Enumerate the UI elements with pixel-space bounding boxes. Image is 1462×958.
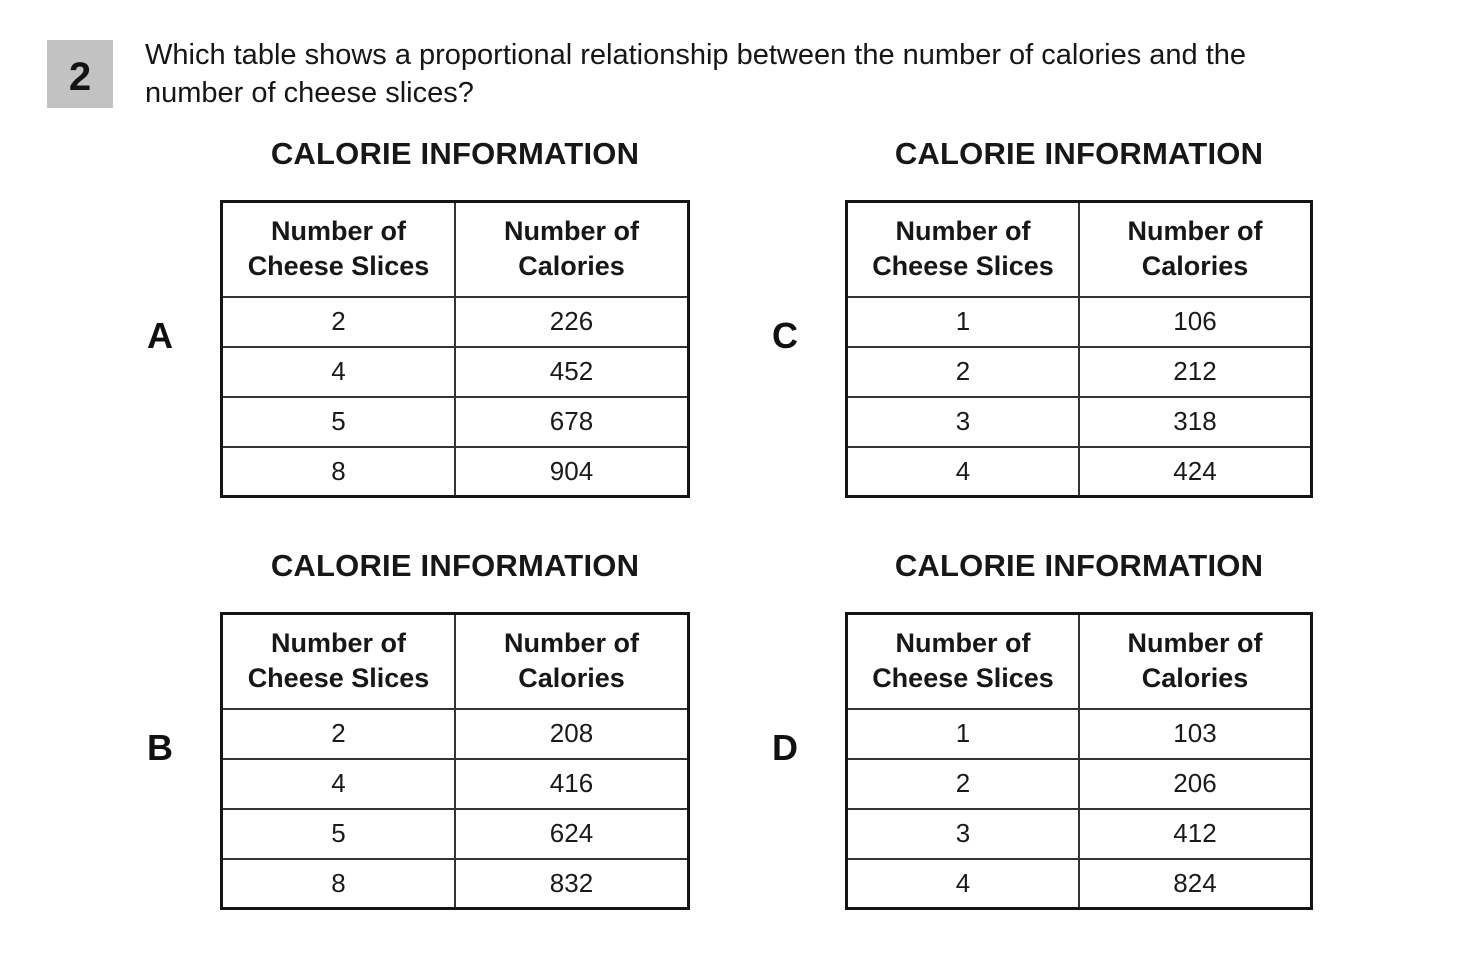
table-row: 5 678 [220,395,690,448]
header-line: Number of [895,628,1031,659]
cell-slices: 3 [845,807,1080,860]
header-line: Cheese Slices [247,663,430,694]
cell-slices: 4 [220,345,456,398]
header-line: Number of [504,216,639,247]
header-row: Number of Cheese Slices Number of Calori… [845,200,1313,298]
cell-slices: 4 [845,445,1080,498]
calorie-table-a: Number of Cheese Slices Number of Calori… [220,200,690,498]
cell-calories: 452 [454,345,690,398]
header-line: Number of [1127,216,1263,247]
cell-slices: 8 [220,445,456,498]
cell-slices: 5 [220,807,456,860]
header-row: Number of Cheese Slices Number of Calori… [220,200,690,298]
table-title: CALORIE INFORMATION [894,548,1264,583]
column-header-cheese-slices: Number of Cheese Slices [220,612,456,710]
answer-option-c: CALORIE INFORMATION C Number of Cheese S… [772,136,1313,498]
column-header-cheese-slices: Number of Cheese Slices [220,200,456,298]
table-row: 4 824 [845,857,1313,910]
calorie-table-c: Number of Cheese Slices Number of Calori… [845,200,1313,498]
option-letter-b: B [147,727,173,768]
cell-calories: 106 [1078,295,1313,348]
table-row: 3 412 [845,807,1313,860]
table-row: 3 318 [845,395,1313,448]
column-header-cheese-slices: Number of Cheese Slices [845,200,1080,298]
cell-calories: 678 [454,395,690,448]
cell-calories: 212 [1078,345,1313,398]
option-letter-c: C [772,315,798,356]
answer-option-d: CALORIE INFORMATION D Number of Cheese S… [772,548,1313,910]
question-text: Which table shows a proportional relatio… [145,36,1246,112]
cell-calories: 624 [454,807,690,860]
header-line: Number of [1127,628,1263,659]
cell-slices: 2 [220,295,456,348]
cell-slices: 3 [845,395,1080,448]
question-number-badge: 2 [47,40,113,108]
option-letter-a: A [147,315,173,356]
question-text-line-2: number of cheese slices? [145,77,474,109]
table-row: 5 624 [220,807,690,860]
column-header-calories: Number of Calories [1078,200,1313,298]
header-row: Number of Cheese Slices Number of Calori… [845,612,1313,710]
header-line: Calories [518,251,625,282]
cell-calories: 208 [454,707,690,760]
cell-calories: 206 [1078,757,1313,810]
column-header-cheese-slices: Number of Cheese Slices [845,612,1080,710]
header-line: Cheese Slices [247,251,430,282]
table-title: CALORIE INFORMATION [270,136,640,171]
table-row: 2 206 [845,757,1313,810]
answer-option-b: CALORIE INFORMATION B Number of Cheese S… [147,548,690,910]
cell-calories: 416 [454,757,690,810]
header-line: Number of [504,628,639,659]
header-row: Number of Cheese Slices Number of Calori… [220,612,690,710]
column-header-calories: Number of Calories [454,612,690,710]
cell-calories: 424 [1078,445,1313,498]
table-row: 1 106 [845,295,1313,348]
cell-calories: 824 [1078,857,1313,910]
cell-slices: 4 [220,757,456,810]
header-line: Calories [1141,251,1249,282]
cell-slices: 2 [220,707,456,760]
table-row: 2 212 [845,345,1313,398]
option-letter-d: D [772,727,798,768]
table-row: 2 226 [220,295,690,348]
cell-slices: 1 [845,707,1080,760]
cell-slices: 1 [845,295,1080,348]
header-line: Number of [271,628,406,659]
header-line: Calories [1141,663,1249,694]
header-line: Cheese Slices [872,663,1054,694]
header-line: Calories [518,663,625,694]
cell-calories: 226 [454,295,690,348]
cell-slices: 5 [220,395,456,448]
table-row: 4 452 [220,345,690,398]
column-header-calories: Number of Calories [454,200,690,298]
question-text-line-1: Which table shows a proportional relatio… [145,39,1247,71]
cell-slices: 2 [845,345,1080,398]
cell-slices: 2 [845,757,1080,810]
cell-slices: 8 [220,857,456,910]
table-row: 2 208 [220,707,690,760]
table-row: 4 416 [220,757,690,810]
answer-option-a: CALORIE INFORMATION A Number of Cheese S… [147,136,690,498]
cell-calories: 103 [1078,707,1313,760]
table-title: CALORIE INFORMATION [270,548,640,583]
table-title: CALORIE INFORMATION [894,136,1264,171]
column-header-calories: Number of Calories [1078,612,1313,710]
cell-slices: 4 [845,857,1080,910]
cell-calories: 904 [454,445,690,498]
calorie-table-d: Number of Cheese Slices Number of Calori… [845,612,1313,910]
table-row: 4 424 [845,445,1313,498]
cell-calories: 832 [454,857,690,910]
calorie-table-b: Number of Cheese Slices Number of Calori… [220,612,690,910]
cell-calories: 318 [1078,395,1313,448]
header-line: Number of [895,216,1031,247]
header-line: Number of [271,216,406,247]
cell-calories: 412 [1078,807,1313,860]
table-row: 8 832 [220,857,690,910]
table-row: 8 904 [220,445,690,498]
table-row: 1 103 [845,707,1313,760]
header-line: Cheese Slices [872,251,1054,282]
